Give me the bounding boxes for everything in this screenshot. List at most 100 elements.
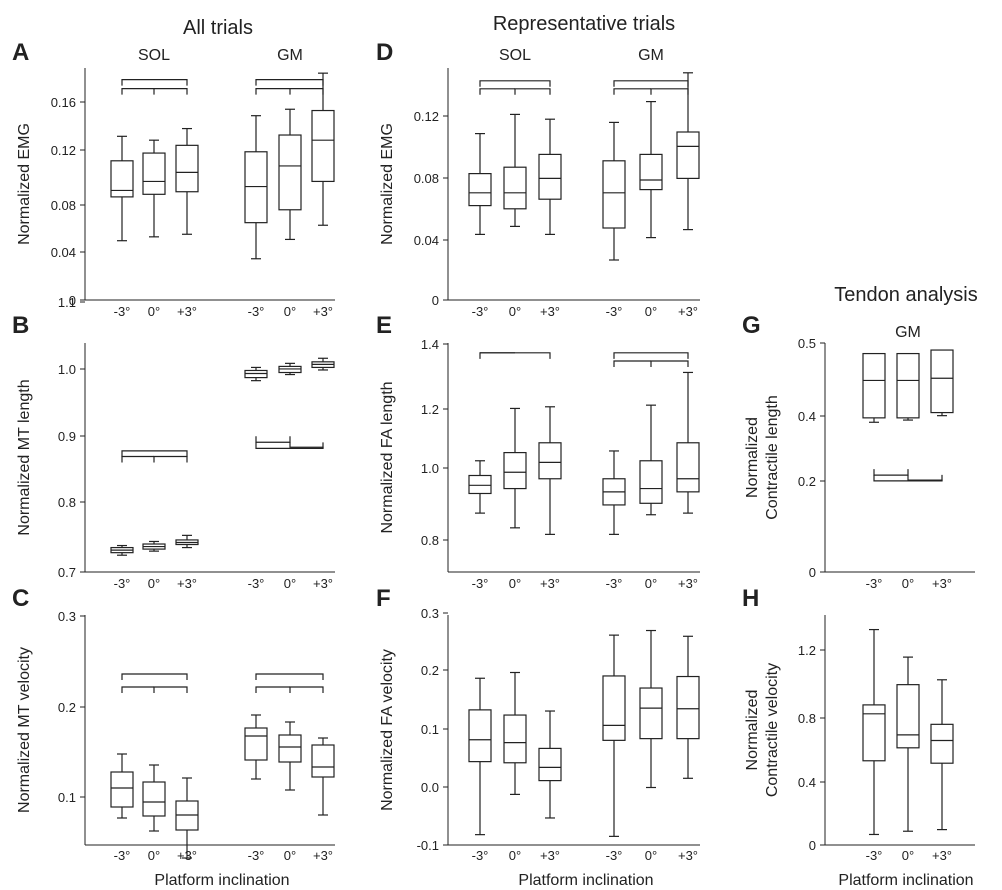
box: [602, 675, 626, 741]
x-tick-label: -3°: [114, 576, 131, 591]
x-tick-label: 0°: [148, 848, 160, 863]
significance-bracket: [255, 79, 324, 86]
box: [930, 349, 954, 414]
box: [503, 166, 527, 210]
significance-bracket: [153, 686, 188, 693]
significance-bracket: [873, 474, 943, 482]
x-tick-label: -3°: [248, 576, 265, 591]
y-axis-label: Normalized Contractile velocity: [744, 663, 781, 797]
significance-bracket: [121, 450, 188, 457]
y-tick-label: 1.4: [421, 337, 439, 352]
y-tick-label: 0.0: [421, 780, 439, 795]
x-tick-label: +3°: [313, 848, 333, 863]
panel-letter: B: [12, 312, 29, 339]
y-tick-label: 0.8: [421, 533, 439, 548]
panel-g: G 0 0.2 0.4 0.5 Normalized Contractile length G…: [742, 312, 975, 591]
column-header-representative-trials: Representative trials: [493, 13, 675, 35]
y-tick-label: 1.0: [58, 362, 76, 377]
x-tick-label: +3°: [540, 848, 560, 863]
y-tick-label: 0.2: [421, 663, 439, 678]
significance-bracket: [650, 360, 689, 367]
x-tick-label: +3°: [932, 576, 952, 591]
box: [244, 727, 268, 761]
y-tick-label: 0.5: [798, 336, 816, 351]
x-tick-label: -3°: [606, 576, 623, 591]
panel-letter: E: [376, 312, 392, 339]
significance-bracket: [480, 352, 551, 359]
y-axis-label: Normalized EMG: [16, 123, 33, 245]
box: [538, 153, 562, 200]
box: [278, 134, 302, 211]
panel-letter: G: [742, 312, 761, 339]
box: [930, 723, 954, 764]
significance-bracket: [153, 455, 188, 463]
y-tick-label: 0.9: [58, 429, 76, 444]
y-tick-label: 0: [809, 565, 816, 580]
box: [468, 173, 492, 207]
y-tick-label: 0.16: [51, 95, 76, 110]
group-label: GM: [895, 324, 921, 341]
box: [503, 451, 527, 490]
column-header-all-trials: All trials: [183, 17, 253, 39]
box: [602, 160, 626, 229]
significance-bracket: [289, 442, 324, 449]
y-tick-label: 0.08: [414, 171, 439, 186]
box: [639, 460, 663, 504]
y-axis-label-line: Normalized: [744, 690, 761, 771]
significance-bracket: [121, 673, 188, 680]
significance-bracket: [121, 686, 154, 693]
x-axis-label-col3: Platform inclination: [838, 872, 973, 889]
group-label: GM: [638, 47, 664, 64]
group-label: SOL: [138, 47, 170, 64]
y-tick-label: 0: [432, 293, 439, 308]
x-tick-label: 0°: [509, 848, 521, 863]
significance-bracket: [479, 80, 551, 87]
x-tick-label: +3°: [177, 848, 197, 863]
significance-bracket: [613, 88, 651, 95]
significance-bracket: [255, 436, 291, 443]
panel-f: F -0.1 0.0 0.1 0.2 0.3 Normalized FA velocity -…: [376, 585, 700, 863]
x-tick-label: -3°: [866, 848, 883, 863]
significance-bracket: [613, 352, 689, 359]
y-tick-label: 0.12: [51, 143, 76, 158]
x-tick-label: 0°: [902, 576, 914, 591]
y-tick-label: 0.2: [798, 474, 816, 489]
y-axis-label: Normalized Contractile length: [744, 395, 781, 520]
box: [142, 152, 166, 195]
y-axis-label: Normalized FA length: [379, 381, 396, 533]
x-tick-label: -3°: [248, 304, 265, 319]
box: [676, 131, 700, 180]
panel-letter: A: [12, 39, 29, 66]
panel-letter: D: [376, 39, 393, 66]
x-tick-label: +3°: [540, 576, 560, 591]
significance-bracket: [289, 686, 324, 693]
x-tick-label: 0°: [645, 304, 657, 319]
x-tick-label: 0°: [284, 304, 296, 319]
box: [311, 744, 335, 778]
significance-bracket: [255, 88, 290, 95]
y-axis-label: Normalized MT length: [16, 379, 33, 535]
significance-bracket: [613, 80, 689, 87]
x-tick-label: 0°: [645, 576, 657, 591]
y-tick-label: 1.1: [58, 295, 76, 310]
x-tick-label: -3°: [472, 848, 489, 863]
x-tick-label: +3°: [932, 848, 952, 863]
box: [503, 714, 527, 764]
x-tick-label: 0°: [284, 848, 296, 863]
box: [175, 144, 199, 193]
panel-letter: F: [376, 585, 391, 612]
y-tick-label: 0: [809, 838, 816, 853]
significance-bracket: [514, 88, 551, 95]
y-tick-label: 0.2: [58, 700, 76, 715]
y-tick-label: 0.04: [51, 245, 76, 260]
x-axis-label-col1: Platform inclination: [154, 872, 289, 889]
box: [896, 684, 920, 749]
significance-bracket: [255, 673, 324, 680]
significance-bracket: [907, 475, 943, 481]
y-tick-label: 1.0: [421, 461, 439, 476]
y-axis-label-line: Contractile length: [764, 395, 781, 520]
box: [538, 442, 562, 480]
significance-bracket: [121, 455, 154, 463]
panel-h: H 0 0.4 0.8 1.2 Normalized Contractile velocit…: [742, 585, 975, 863]
